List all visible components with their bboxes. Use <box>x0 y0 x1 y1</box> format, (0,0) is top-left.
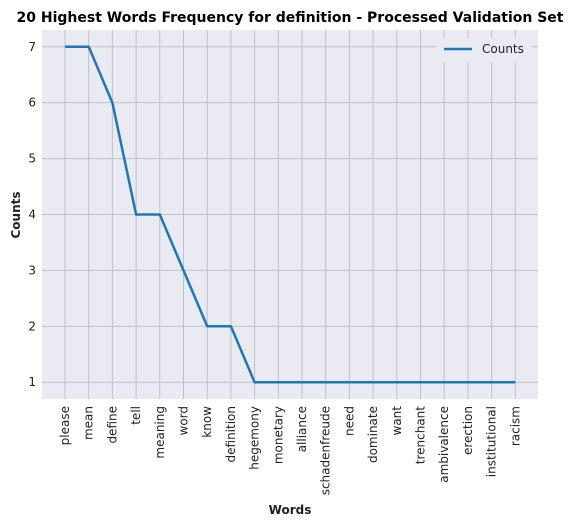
x-tick-label: word <box>177 406 191 436</box>
x-tick-label: trenchant <box>414 406 428 465</box>
x-tick-label: ambivalence <box>437 406 451 483</box>
chart-title: 20 Highest Words Frequency for definitio… <box>17 10 564 26</box>
legend-label-counts: Counts <box>482 42 524 56</box>
legend: Counts <box>436 38 532 62</box>
x-tick-label: institutional <box>485 406 499 477</box>
y-tick-label: 6 <box>28 96 36 110</box>
series-layer <box>65 45 516 384</box>
y-tick-labels: 1 2 3 4 5 6 7 <box>28 40 36 389</box>
y-tick-label: 2 <box>28 319 36 333</box>
x-tick-label: alliance <box>295 406 309 452</box>
x-tick-label: schadenfreude <box>319 406 333 495</box>
x-tick-label: please <box>58 406 72 445</box>
x-tick-label: mean <box>82 406 96 440</box>
x-tick-label: know <box>200 406 214 438</box>
x-tick-label: dominate <box>366 406 380 463</box>
x-tick-label: define <box>105 406 119 444</box>
y-tick-label: 5 <box>28 152 36 166</box>
x-tick-label: tell <box>129 406 143 425</box>
x-tick-label: want <box>390 406 404 436</box>
y-axis-title: Counts <box>9 191 23 238</box>
x-axis-title: Words <box>269 503 312 517</box>
x-tick-labels: please mean define tell meaning word know defin… <box>58 406 522 496</box>
y-tick-label: 3 <box>28 263 36 277</box>
x-tick-label: need <box>342 406 356 436</box>
x-tick-label: meaning <box>153 406 167 459</box>
y-tick-label: 7 <box>28 40 36 54</box>
series-line-counts <box>65 45 516 384</box>
x-tick-label: definition <box>224 406 238 462</box>
x-tick-label: monetary <box>271 406 285 464</box>
x-tick-label: erection <box>461 406 475 455</box>
y-tick-label: 4 <box>28 208 36 222</box>
x-tick-label: hegemony <box>248 406 262 470</box>
y-tick-label: 1 <box>28 375 36 389</box>
x-tick-label: racism <box>508 406 522 446</box>
